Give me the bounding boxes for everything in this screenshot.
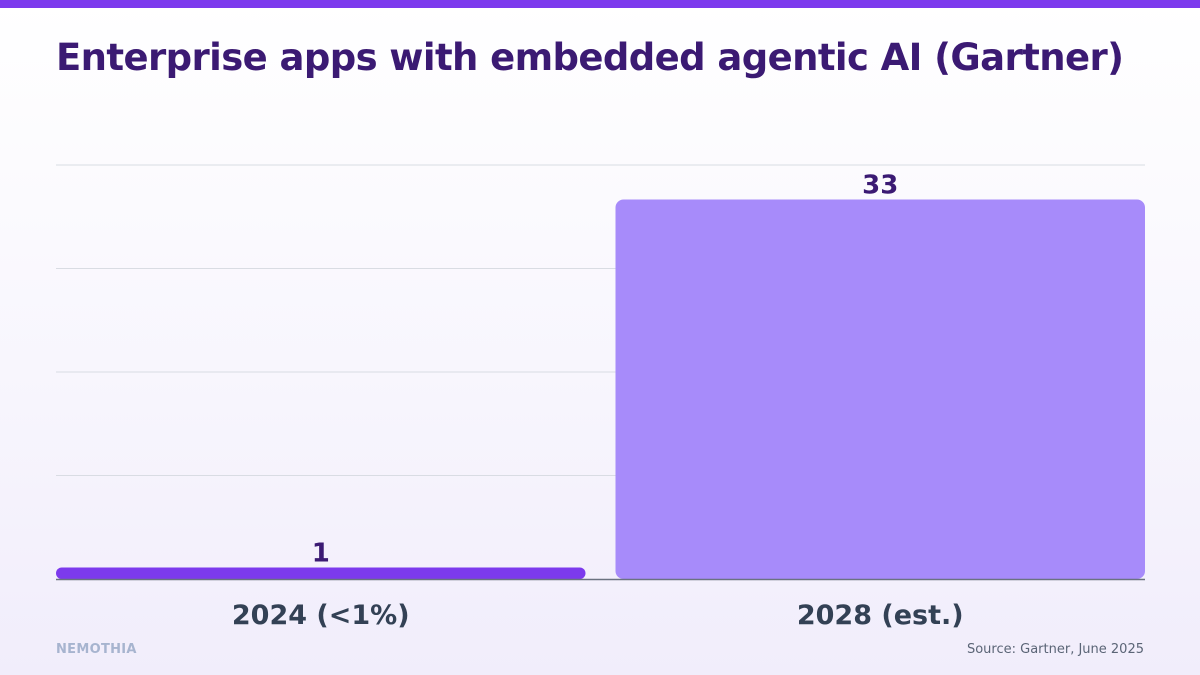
- data-labels: 1 33: [312, 171, 899, 569]
- x-tick-label: 2024 (<1%): [232, 600, 410, 631]
- source-note: Source: Gartner, June 2025: [966, 642, 1144, 657]
- bars: [56, 199, 1145, 579]
- data-label: 33: [862, 171, 898, 201]
- chart-title: Enterprise apps with embedded agentic AI…: [56, 36, 1124, 79]
- accent-top-bar: [0, 0, 1200, 8]
- data-label: 1: [312, 539, 330, 569]
- bar-2024: [56, 567, 586, 579]
- bar-2028: [615, 199, 1145, 579]
- x-tick-label: 2028 (est.): [797, 600, 964, 631]
- x-tick-labels: 2024 (<1%) 2028 (est.): [232, 600, 964, 631]
- brand-logo: NEMOTHIA: [56, 642, 137, 657]
